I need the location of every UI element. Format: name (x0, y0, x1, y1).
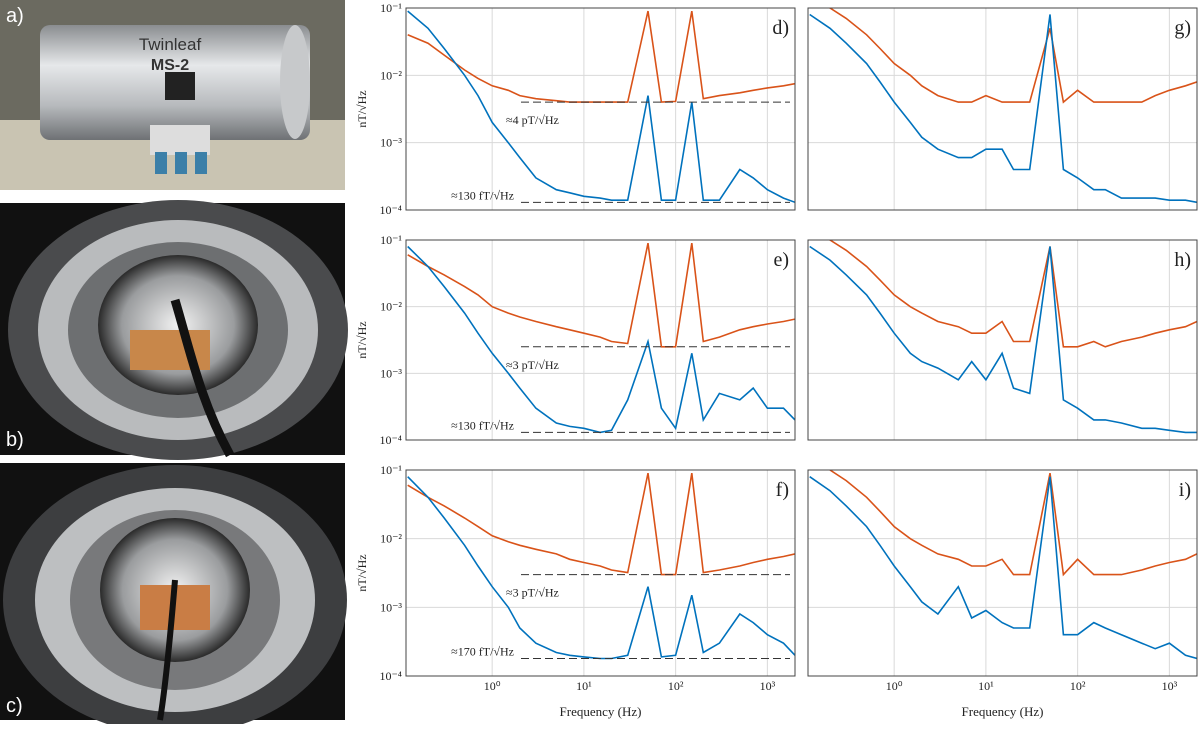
data-line (809, 13, 1197, 204)
y-tick-label: 10⁻⁴ (379, 433, 402, 447)
y-tick-label: 10⁻³ (380, 366, 402, 380)
annotation: ≈130 fT/√Hz (451, 418, 514, 432)
series-group (809, 470, 1197, 660)
plot-frame (405, 469, 796, 677)
series-group (809, 8, 1197, 204)
plot-frame (405, 239, 796, 441)
series-group (407, 242, 795, 434)
x-tick-label: 10⁰ (484, 679, 501, 693)
x-tick-label: 10¹ (978, 679, 994, 693)
plot-area (808, 470, 1197, 676)
panel-label: e) (773, 249, 789, 271)
y-tick-label: 10⁻⁴ (379, 669, 402, 683)
x-tick-label: 10² (668, 679, 684, 693)
chart: 10⁰ 10¹ 10² 10³ 10⁻⁴ 10⁻³ 10⁻² 10⁻¹ ≈3 pT/√Hz ≈17… (355, 463, 796, 719)
data-line (828, 470, 1197, 577)
y-tick-label: 10⁻² (380, 68, 402, 82)
y-axis-label: nT/√Hz (355, 321, 369, 358)
series-group (809, 240, 1197, 434)
photo-text: MS-2 (151, 57, 189, 74)
plot-area (808, 240, 1197, 440)
chart: g) (807, 7, 1198, 211)
data-line (809, 245, 1197, 434)
x-tick-label: 10² (1070, 679, 1086, 693)
annotation: ≈130 fT/√Hz (451, 188, 514, 202)
panel-label: i) (1179, 479, 1191, 501)
y-tick-label: 10⁻³ (380, 600, 402, 614)
photo-text: Twinleaf (139, 35, 202, 54)
y-tick-label: 10⁻¹ (380, 233, 402, 247)
panel-label: f) (776, 479, 789, 501)
x-axis-label: Frequency (Hz) (962, 704, 1044, 719)
data-line (828, 8, 1197, 104)
x-axis-label: Frequency (Hz) (560, 704, 642, 719)
data-line (828, 240, 1197, 348)
x-tick-label: 10³ (1162, 679, 1178, 693)
annotation: ≈170 fT/√Hz (451, 644, 514, 658)
panel-label: d) (772, 17, 789, 39)
annotation: ≈3 pT/√Hz (506, 358, 559, 372)
panel-label: a) (6, 5, 24, 27)
panel-label: g) (1174, 17, 1191, 39)
chart: 10⁻⁴ 10⁻³ 10⁻² 10⁻¹ ≈3 pT/√Hz ≈130 fT/√Hz e) nT… (355, 233, 796, 447)
plot-area (406, 8, 795, 210)
panel-label: b) (6, 429, 24, 451)
photo-c: c) (0, 463, 347, 729)
data-line (407, 242, 795, 348)
plot-area (406, 470, 795, 676)
y-axis-label: nT/√Hz (355, 90, 369, 127)
y-tick-label: 10⁻³ (380, 136, 402, 150)
annotation: ≈4 pT/√Hz (506, 113, 559, 127)
y-tick-label: 10⁻¹ (380, 463, 402, 477)
plot-frame (807, 469, 1198, 677)
plot-frame (807, 239, 1198, 441)
plot-frame (405, 7, 796, 211)
panel-label: h) (1174, 249, 1191, 271)
data-line (809, 476, 1197, 660)
y-axis-label: nT/√Hz (355, 554, 369, 591)
x-tick-label: 10⁰ (886, 679, 903, 693)
y-tick-label: 10⁻⁴ (379, 203, 402, 217)
data-line (407, 245, 795, 434)
plot-frame (807, 7, 1198, 211)
photo-a: Twinleaf MS-2 a) (0, 0, 345, 190)
y-tick-label: 10⁻¹ (380, 1, 402, 15)
panel-label: c) (6, 695, 23, 717)
photo-b: b) (0, 200, 348, 460)
y-tick-label: 10⁻² (380, 532, 402, 546)
x-tick-label: 10³ (760, 679, 776, 693)
x-tick-label: 10¹ (576, 679, 592, 693)
plot-area (406, 240, 795, 440)
data-line (407, 472, 795, 576)
plot-area (808, 8, 1197, 210)
chart: 10⁻⁴ 10⁻³ 10⁻² 10⁻¹ ≈4 pT/√Hz ≈130 fT/√Hz d) nT… (355, 1, 796, 217)
y-tick-label: 10⁻² (380, 300, 402, 314)
chart: h) (807, 239, 1198, 441)
annotation: ≈3 pT/√Hz (506, 586, 559, 600)
data-line (407, 10, 795, 204)
chart: 10⁰ 10¹ 10² 10³ i) Frequency (Hz) (807, 469, 1198, 719)
